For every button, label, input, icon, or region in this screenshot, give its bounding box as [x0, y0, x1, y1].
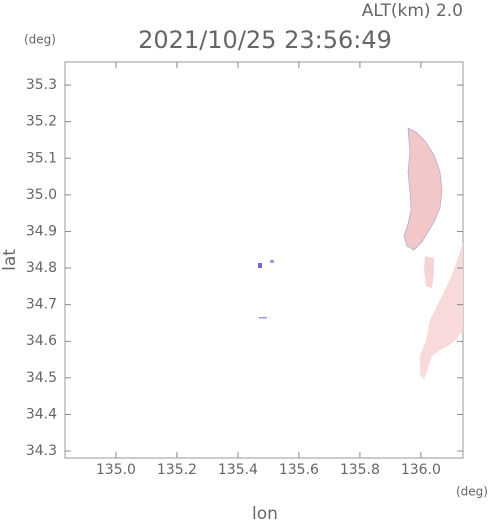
chart-title: 2021/10/25 23:56:49: [138, 26, 392, 54]
y-tick-label: 35.1: [26, 150, 57, 166]
plot-frame: [64, 61, 464, 459]
y-unit: (deg): [24, 33, 56, 47]
echo-field: [258, 127, 463, 380]
y-tick-label: 34.6: [26, 333, 57, 349]
x-tick-label: 135.4: [218, 462, 258, 478]
echo-region: [403, 127, 443, 251]
y-tick-label: 34.5: [26, 370, 57, 386]
echo-region: [424, 256, 434, 288]
y-tick-label: 34.9: [26, 223, 57, 239]
y-tick-label: 35.2: [26, 114, 57, 130]
x-tick-label: 135.0: [96, 462, 136, 478]
y-tick-label: 35.0: [26, 187, 57, 203]
y-tick-label: 34.4: [26, 406, 57, 422]
annotation: ALT(km) 2.0: [362, 1, 463, 21]
y-tick-label: 34.7: [26, 297, 57, 313]
x-tick-label: 135.6: [279, 462, 319, 478]
y-tick-label: 35.3: [26, 77, 57, 93]
x-tick-label: 135.2: [157, 462, 197, 478]
x-unit: (deg): [456, 485, 488, 499]
x-tick-label: 136.0: [401, 462, 441, 478]
echo-region: [420, 242, 463, 380]
y-axis-label: lat: [0, 249, 20, 271]
echo-dot: [270, 260, 274, 263]
echo-dot: [259, 317, 267, 319]
y-tick-label: 34.8: [26, 260, 57, 276]
x-axis-label: lon: [252, 504, 278, 521]
x-tick-label: 135.8: [340, 462, 380, 478]
y-tick-label: 34.3: [26, 443, 57, 459]
echo-dot: [258, 263, 262, 268]
